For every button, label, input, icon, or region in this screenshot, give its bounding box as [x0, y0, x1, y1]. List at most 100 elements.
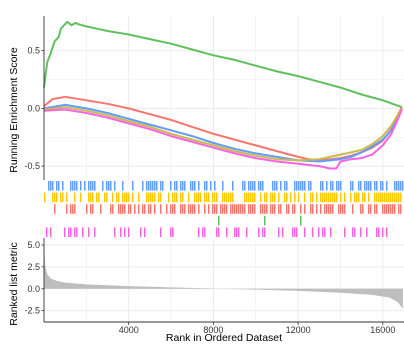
rug-tick [266, 192, 268, 203]
rug-tick [310, 181, 312, 191]
x-tick-label: 12000 [286, 325, 311, 335]
rug-tick [148, 192, 150, 203]
rug-tick [184, 181, 186, 191]
es-series-line-4 [43, 106, 403, 162]
rug-tick [146, 192, 148, 203]
rug-tick [340, 192, 342, 203]
rug-tick [150, 181, 152, 191]
es-series-line-3 [43, 103, 403, 163]
rug-tick [52, 192, 54, 203]
rug-tick [184, 204, 186, 214]
rug-tick [252, 204, 254, 214]
rug-tick [56, 192, 58, 203]
rug-tick [182, 181, 184, 191]
rug-tick [320, 204, 322, 214]
rug-tick [254, 204, 256, 214]
rug-tick [226, 204, 228, 214]
rug-tick [286, 204, 288, 214]
rug-tick [264, 204, 266, 214]
rug-tick [332, 181, 334, 191]
rug-tick [232, 192, 234, 203]
y-tick-label-top: 0.0 [27, 103, 40, 113]
ranked-metric-area [44, 242, 403, 309]
rug-tick [62, 181, 64, 191]
rug-tick [274, 192, 276, 203]
rug-tick [150, 204, 152, 214]
rug-tick [254, 181, 256, 191]
rug-tick [284, 181, 286, 191]
rug-tick [198, 227, 200, 237]
y-tick-label-bottom: -2.5 [24, 306, 40, 316]
rug-tick [72, 181, 74, 191]
rug-tick [170, 204, 172, 214]
rug-tick [362, 192, 364, 203]
rug-tick [318, 227, 320, 237]
rug-tick [88, 181, 90, 191]
rug-tick [294, 192, 296, 203]
rug-tick [260, 204, 262, 214]
rug-tick [366, 227, 368, 237]
rug-tick [264, 192, 266, 203]
rug-tick [200, 192, 202, 203]
rug-tick [340, 181, 342, 191]
rug-tick [208, 192, 210, 203]
rug-tick [64, 227, 66, 237]
rug-tick [248, 204, 250, 214]
rug-tick [242, 181, 244, 191]
rug-tick [398, 192, 400, 203]
rug-band-2 [44, 192, 402, 203]
rug-tick [312, 192, 314, 203]
rug-tick [388, 192, 390, 203]
rug-tick [196, 192, 198, 203]
rug-tick [398, 181, 400, 191]
rug-tick [176, 192, 178, 203]
rug-tick [76, 227, 78, 237]
rug-tick [122, 204, 124, 214]
rug-tick [352, 227, 354, 237]
rug-tick [224, 204, 226, 214]
rug-tick [402, 181, 404, 191]
rug-tick [82, 227, 84, 237]
hit-rug-panel [44, 181, 404, 237]
rug-tick [254, 192, 256, 203]
rug-tick [128, 192, 130, 203]
rug-tick [382, 192, 384, 203]
rug-tick [382, 204, 384, 214]
rug-tick [278, 192, 280, 203]
rug-tick [376, 181, 378, 191]
rug-tick [294, 227, 296, 237]
rug-tick [360, 227, 362, 237]
rug-tick [252, 192, 254, 203]
rug-tick [114, 227, 116, 237]
rug-tick [98, 192, 100, 203]
rug-tick [50, 227, 52, 237]
rug-tick [118, 192, 120, 203]
rug-tick [280, 204, 282, 214]
rug-tick [384, 204, 386, 214]
running-score-panel: 0.5 0.0 -0.5 [24, 16, 404, 180]
rug-tick [392, 192, 394, 203]
x-axis-label: Rank in Ordered Dataset [166, 332, 282, 344]
rug-tick [206, 181, 208, 191]
rug-tick [212, 204, 214, 214]
rug-tick [246, 192, 248, 203]
rug-tick [386, 181, 388, 191]
rug-tick [122, 181, 124, 191]
rug-tick [354, 192, 356, 203]
rug-tick [246, 227, 248, 237]
rug-tick [264, 227, 266, 237]
rug-tick [366, 181, 368, 191]
rug-tick [316, 204, 318, 214]
rug-tick [362, 204, 364, 214]
rug-tick [192, 181, 194, 191]
rug-tick [74, 204, 76, 214]
rug-tick [206, 192, 208, 203]
rug-tick [94, 181, 96, 191]
es-series-line-1 [43, 20, 403, 109]
rug-tick [226, 227, 228, 237]
rug-tick [374, 204, 376, 214]
rug-tick [138, 192, 140, 203]
rug-tick [218, 227, 220, 237]
rug-tick [394, 181, 396, 191]
rug-tick [144, 227, 146, 237]
